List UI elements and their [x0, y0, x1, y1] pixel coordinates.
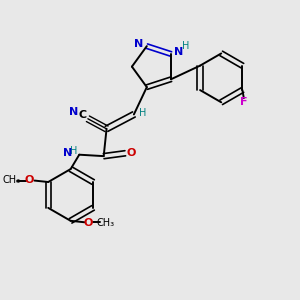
Text: O: O — [25, 175, 34, 185]
Text: N: N — [63, 148, 72, 158]
Text: C: C — [79, 110, 87, 120]
Text: N: N — [134, 39, 143, 49]
Text: F: F — [240, 97, 247, 107]
Text: CH₃: CH₃ — [96, 218, 114, 228]
Text: H: H — [182, 41, 190, 51]
Text: CH₃: CH₃ — [2, 175, 20, 185]
Text: H: H — [70, 146, 78, 156]
Text: O: O — [83, 218, 93, 228]
Text: N: N — [174, 47, 184, 57]
Text: H: H — [139, 108, 146, 118]
Text: O: O — [127, 148, 136, 158]
Text: N: N — [70, 106, 79, 117]
